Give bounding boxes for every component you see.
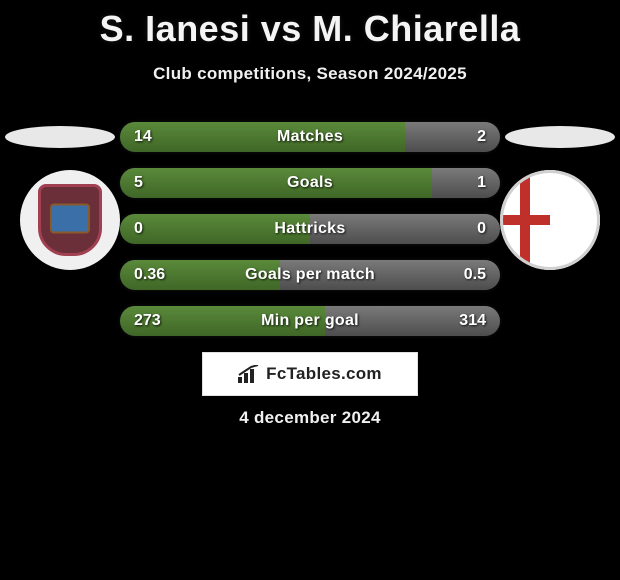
subtitle: Club competitions, Season 2024/2025 <box>0 64 620 84</box>
player-left-shadow <box>5 126 115 148</box>
brand-text: FcTables.com <box>266 364 382 384</box>
bar-matches: 14 Matches 2 <box>120 122 500 152</box>
bar-goals-label: Goals <box>287 174 333 192</box>
page-title: S. Ianesi vs M. Chiarella <box>0 0 620 50</box>
bar-gpm: 0.36 Goals per match 0.5 <box>120 260 500 290</box>
club-crest-right <box>500 170 600 270</box>
bar-mpg-right-value: 314 <box>459 312 486 330</box>
bar-hattricks-label: Hattricks <box>274 220 345 238</box>
bar-goals-right-value: 1 <box>477 174 486 192</box>
bar-gpm-right-value: 0.5 <box>464 266 486 284</box>
club-crest-left <box>20 170 120 270</box>
bar-hattricks-left-value: 0 <box>134 220 143 238</box>
bar-gpm-left-value: 0.36 <box>134 266 165 284</box>
bar-mpg-label: Min per goal <box>261 312 359 330</box>
bar-hattricks: 0 Hattricks 0 <box>120 214 500 244</box>
bar-matches-label: Matches <box>277 128 343 146</box>
bar-goals-left-value: 5 <box>134 174 143 192</box>
bar-goals: 5 Goals 1 <box>120 168 500 198</box>
bar-matches-right-value: 2 <box>477 128 486 146</box>
bar-hattricks-right-value: 0 <box>477 220 486 238</box>
bar-gpm-label: Goals per match <box>245 266 375 284</box>
bar-mpg: 273 Min per goal 314 <box>120 306 500 336</box>
player-right-shadow <box>505 126 615 148</box>
bar-matches-left-fill <box>120 122 405 152</box>
bar-goals-left-fill <box>120 168 432 198</box>
bar-goals-right-fill <box>432 168 500 198</box>
date-text: 4 december 2024 <box>0 408 620 428</box>
brand-box: FcTables.com <box>202 352 418 396</box>
bar-matches-left-value: 14 <box>134 128 152 146</box>
bar-mpg-left-value: 273 <box>134 312 161 330</box>
stats-bars: 14 Matches 2 5 Goals 1 0 Hattricks 0 0.3… <box>120 122 500 352</box>
chart-icon <box>238 365 260 383</box>
